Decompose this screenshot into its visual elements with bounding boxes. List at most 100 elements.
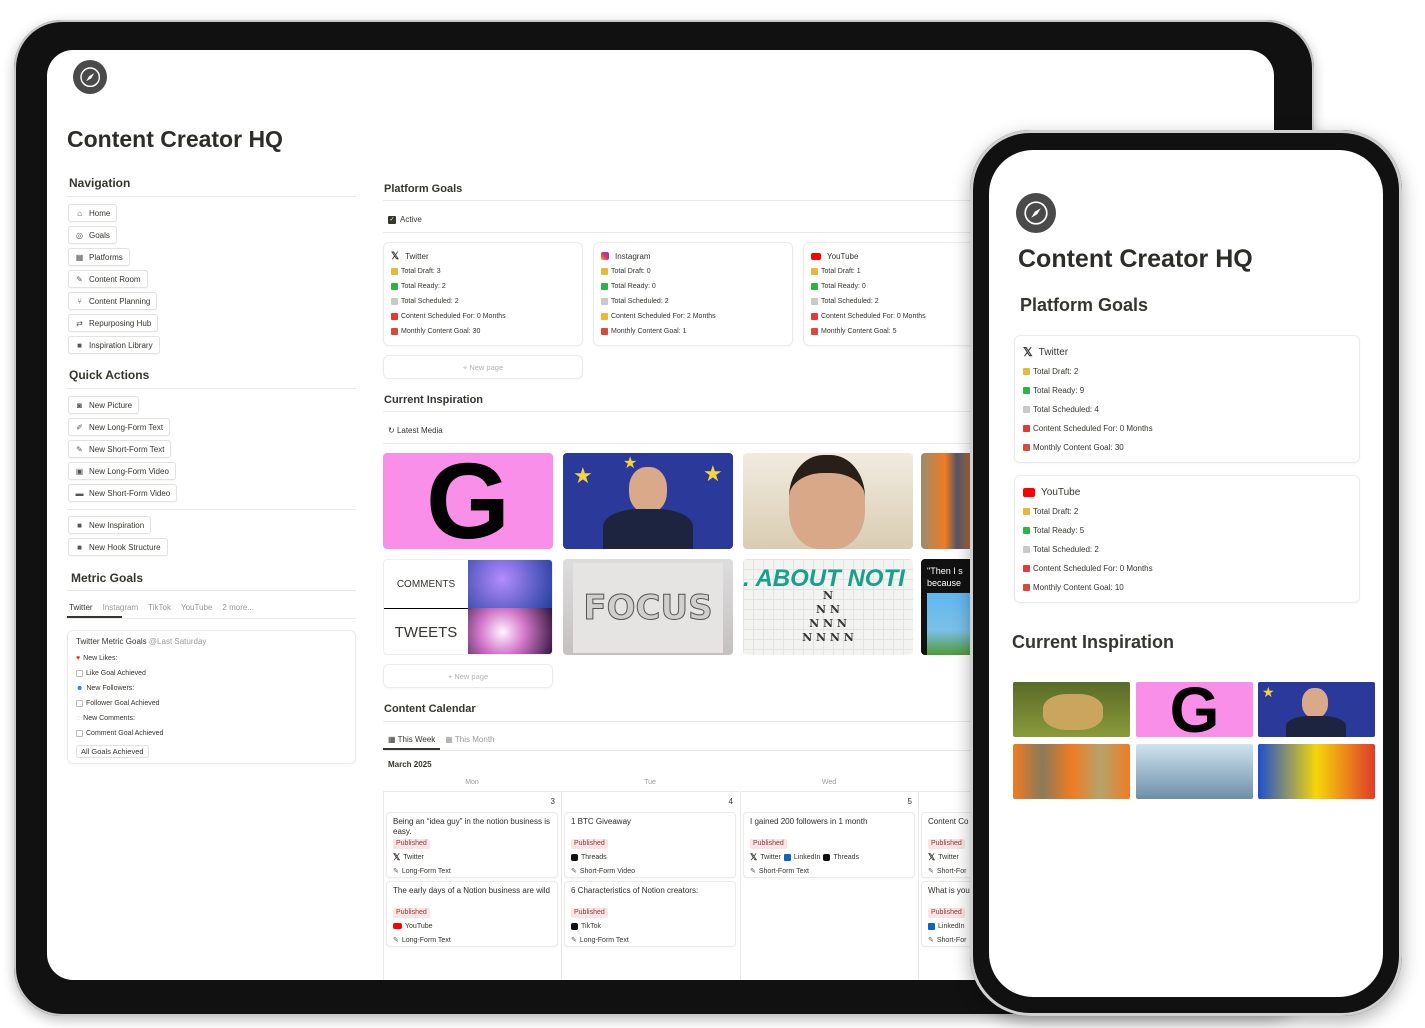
target-icon — [811, 328, 818, 335]
tab-instagram[interactable]: Instagram — [102, 603, 139, 612]
stat-ready: Total Ready: 9 — [1023, 381, 1351, 400]
platform-card-twitter[interactable]: 𝕏 Twitter Total Draft: 3 Total Ready: 2 Tota… — [383, 242, 583, 346]
platform-goals-heading: Platform Goals — [1020, 295, 1149, 315]
entry-status: Published — [393, 839, 551, 850]
button-home[interactable]: ⌂ Home — [68, 204, 118, 222]
goal-checkbox[interactable]: Like Goal Achieved — [76, 666, 347, 681]
checkbox-icon[interactable] — [76, 730, 83, 737]
entry-title: 6 Characteristics of Notion creators: — [571, 886, 699, 895]
new-page-button[interactable]: + New page — [383, 664, 553, 688]
format-name: Long-Form Text — [579, 936, 629, 944]
stat-ready: Total Ready: 0 — [811, 279, 995, 294]
button-new-short-form-video[interactable]: ▬ New Short-Form Video — [68, 484, 178, 502]
entry-status: Published — [571, 839, 729, 850]
button-platforms[interactable]: ▦ Platforms — [68, 248, 130, 266]
goal-checkbox[interactable]: Follower Goal Achieved — [76, 696, 347, 711]
inspiration-image-g[interactable]: G — [1136, 682, 1253, 737]
stat-scheduled-for: Content Scheduled For: 0 Months — [391, 309, 575, 324]
divider — [383, 750, 1274, 751]
entry-format: ✎ Long-Form Text — [571, 933, 729, 947]
tab-tiktok[interactable]: TikTok — [148, 603, 171, 612]
latest-media-tab[interactable]: ↻ Latest Media — [388, 426, 443, 435]
button-content-planning[interactable]: ⑂ Content Planning — [68, 292, 158, 310]
face — [1302, 688, 1328, 718]
grid-icon: ▦ — [75, 252, 84, 262]
entry-format: ✎ Long-Form Text — [393, 864, 551, 878]
tab-this-week[interactable]: ▦ This Week — [388, 735, 436, 744]
inspiration-image-focus[interactable]: FOCUS — [563, 559, 733, 655]
day-column[interactable] — [561, 791, 739, 980]
button-new-hook-structure[interactable]: ■ New Hook Structure — [68, 538, 168, 556]
platform-card-instagram[interactable]: Instagram Total Draft: 0 Total Ready: 0 Tot… — [593, 242, 793, 346]
inspiration-image-meme-brain[interactable]: COMMENTS TWEETS — [383, 559, 553, 655]
siren-icon — [1023, 425, 1030, 432]
tab-youtube[interactable]: YouTube — [180, 603, 213, 612]
button-goals[interactable]: ◎ Goals — [68, 226, 117, 244]
metric-label: ◌ New Comments: — [76, 711, 347, 726]
pencil-icon — [601, 268, 608, 275]
row-text: New Followers: — [86, 685, 135, 692]
checkbox-icon[interactable] — [76, 670, 83, 677]
platform-name: Instagram — [615, 251, 651, 261]
tab-twitter[interactable]: Twitter — [69, 603, 93, 612]
inspiration-image-workers[interactable] — [1013, 744, 1130, 799]
format-name: Short-For — [936, 867, 967, 875]
checkbox-icon[interactable] — [76, 700, 83, 707]
active-tab-underline — [383, 748, 440, 750]
dogs — [1043, 694, 1103, 730]
calendar-entry[interactable]: I gained 200 followers in 1 month Publish… — [743, 812, 915, 878]
button-repurposing-hub[interactable]: ⇄ Repurposing Hub — [68, 314, 159, 332]
button-new-picture[interactable]: ◙ New Picture — [68, 396, 140, 414]
inspiration-image-faces[interactable] — [1258, 744, 1375, 799]
calendar-entry[interactable]: The early days of a Notion business are … — [386, 881, 558, 947]
inspiration-image-dogs[interactable] — [1013, 682, 1130, 737]
inspiration-image-face[interactable] — [743, 453, 913, 549]
day-column[interactable] — [383, 791, 561, 980]
calendar-entry[interactable]: 6 Characteristics of Notion creators: Pub… — [564, 881, 736, 947]
button-new-long-form-text[interactable]: ✐ New Long-Form Text — [68, 418, 171, 436]
calendar-entry[interactable]: Being an “idea guy” in the notion busine… — [386, 812, 558, 878]
platform-card-youtube[interactable]: YouTube Total Draft: 1 Total Ready: 0 Total… — [803, 242, 1003, 346]
inspiration-image-g[interactable]: G — [383, 453, 553, 549]
stat-scheduled-for: Content Scheduled For: 0 Months — [1023, 559, 1351, 578]
image-text: . ABOUT NOTI — [743, 565, 905, 592]
entry-status: Published — [393, 908, 551, 919]
navigation-heading: Navigation — [69, 176, 131, 190]
button-inspiration-library[interactable]: ■ Inspiration Library — [68, 336, 160, 354]
row-text: Like Goal Achieved — [86, 670, 146, 677]
button-new-long-form-video[interactable]: ▣ New Long-Form Video — [68, 462, 176, 480]
siren-icon — [811, 313, 818, 320]
new-page-button[interactable]: + New page — [383, 355, 583, 379]
tab-this-month[interactable]: ▦ This Month — [445, 735, 495, 744]
linkedin-icon — [928, 922, 935, 930]
button-label: New Hook Structure — [89, 542, 161, 552]
button-new-inspiration[interactable]: ■ New Inspiration — [68, 516, 152, 534]
calendar-entry[interactable]: 1 BTC Giveaway Published Threads ✎ Short-For… — [564, 812, 736, 878]
day-column[interactable] — [740, 791, 918, 980]
active-filter-tab[interactable]: ✓ Active — [388, 215, 422, 224]
goal-checkbox[interactable]: Comment Goal Achieved — [76, 726, 347, 741]
row-text: Follower Goal Achieved — [86, 700, 160, 707]
platform-card-title: 𝕏 Twitter — [1023, 342, 1351, 362]
inspiration-image-politician[interactable]: ★ — [1258, 682, 1375, 737]
stat-text: Total Draft: 2 — [1033, 367, 1079, 376]
tab-2-more-[interactable]: 2 more... — [222, 603, 254, 612]
inspiration-image-politician[interactable]: ★ ★ ★ — [563, 453, 733, 549]
inspiration-image-meeting[interactable] — [1136, 744, 1253, 799]
platform-card-title: Instagram — [601, 248, 785, 264]
platform-name: Threads — [581, 853, 607, 861]
entry-title: Content Co — [928, 817, 969, 826]
brain-image — [468, 560, 552, 608]
all-goals-achieved-button[interactable]: All Goals Achieved — [76, 745, 149, 758]
entry-title: I gained 200 followers in 1 month — [750, 817, 868, 826]
button-new-short-form-text[interactable]: ✎ New Short-Form Text — [68, 440, 172, 458]
platform-name: Threads — [833, 853, 860, 861]
format-name: Long-Form Text — [401, 867, 451, 875]
format-icon: ✎ — [571, 937, 577, 944]
button-content-room[interactable]: ✎ Content Room — [68, 270, 148, 288]
platform-card-youtube[interactable]: YouTube Total Draft: 2 Total Ready: 5 Total… — [1014, 475, 1360, 603]
entry-platforms: LinkedIn — [928, 919, 1086, 933]
book-icon: ■ — [77, 520, 82, 530]
platform-card-twitter[interactable]: 𝕏 Twitter Total Draft: 2 Total Ready: 9 Tota… — [1014, 335, 1360, 463]
